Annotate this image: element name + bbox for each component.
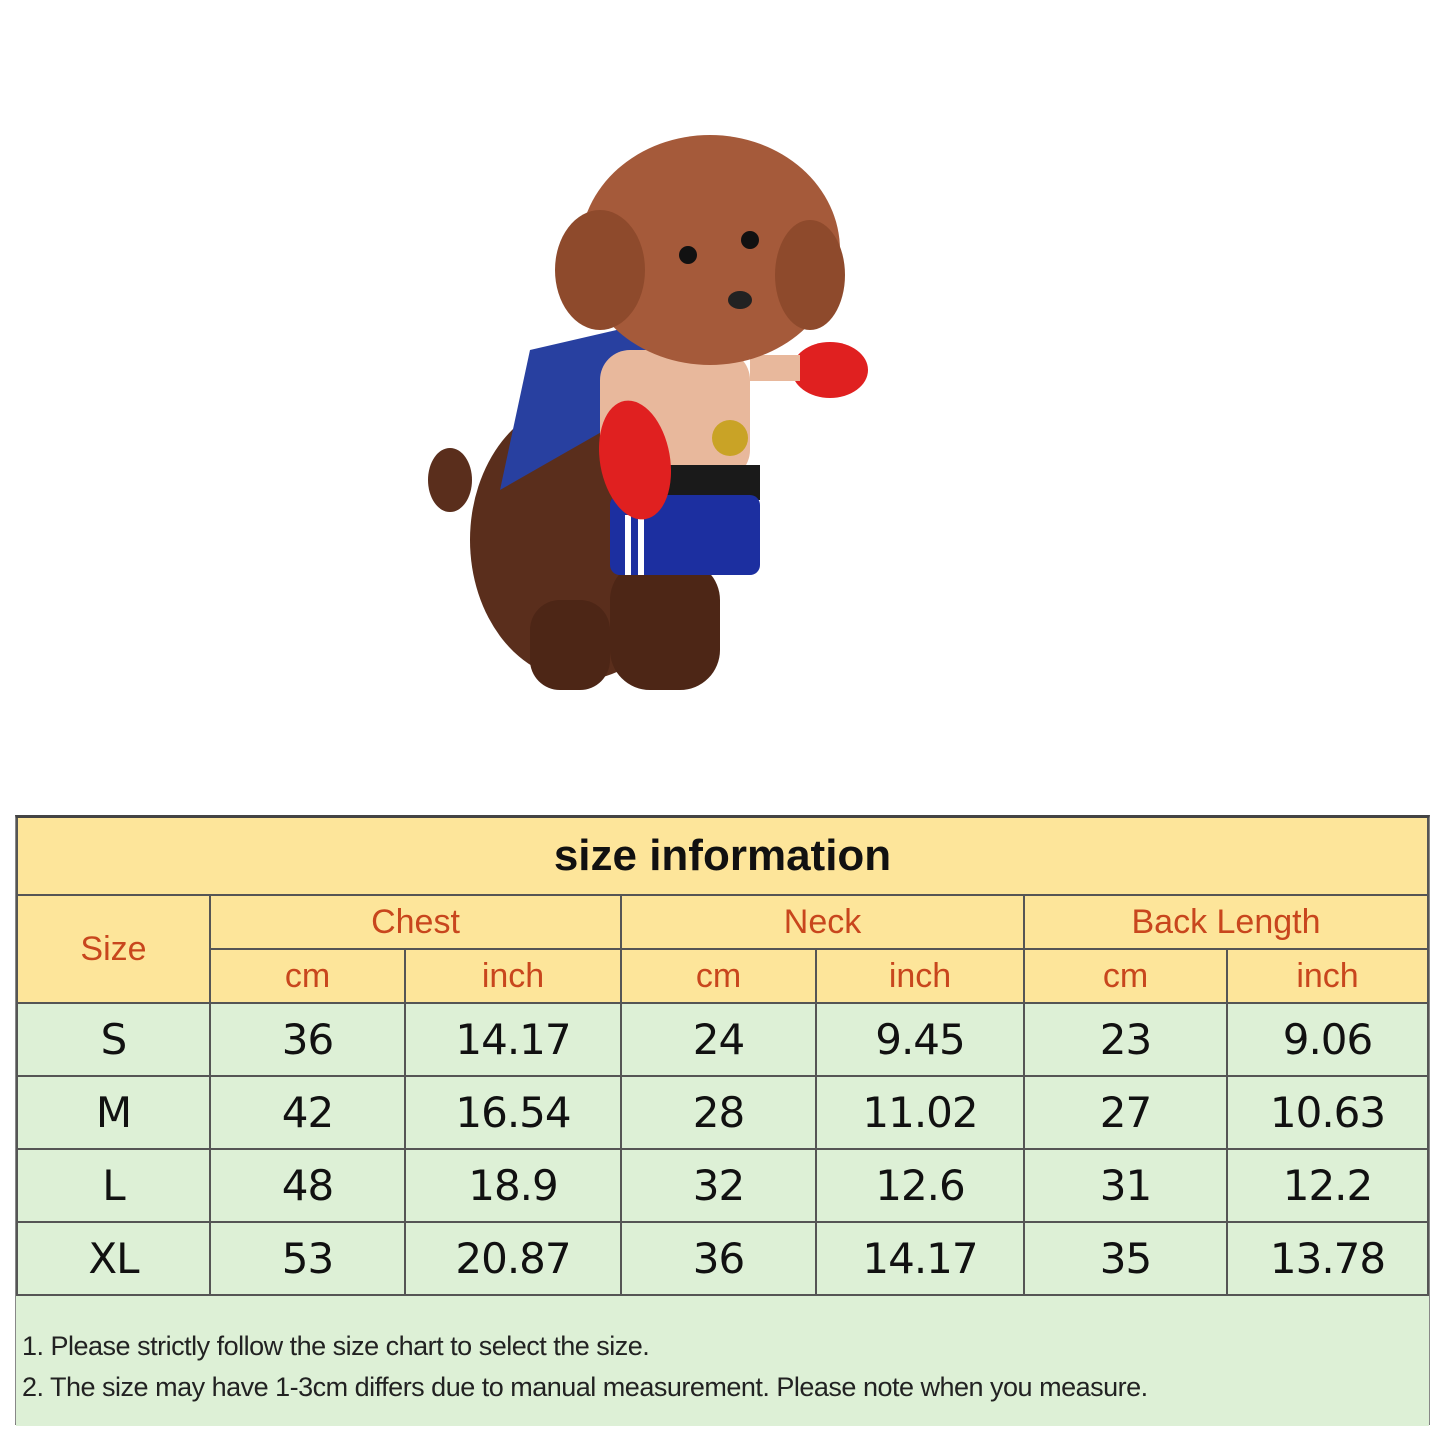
value-cell: 12.2 bbox=[1226, 1148, 1429, 1223]
note-1: 1. Please strictly follow the size chart… bbox=[22, 1331, 650, 1361]
size-cell: L bbox=[16, 1148, 211, 1223]
value-cell: 9.45 bbox=[815, 1002, 1025, 1077]
dog-costume-photo bbox=[428, 135, 868, 690]
value-cell: 24 bbox=[620, 1002, 817, 1077]
value-cell: 53 bbox=[209, 1221, 406, 1296]
value-cell: 9.06 bbox=[1226, 1002, 1429, 1077]
value-cell: 32 bbox=[620, 1148, 817, 1223]
value-cell: 12.6 bbox=[815, 1148, 1025, 1223]
chest-header: Chest bbox=[209, 894, 622, 950]
value-cell: 28 bbox=[620, 1075, 817, 1150]
size-table: size information Size Chest Neck Back Le… bbox=[16, 818, 1429, 1296]
value-cell: 42 bbox=[209, 1075, 406, 1150]
value-cell: 36 bbox=[620, 1221, 817, 1296]
value-cell: 36 bbox=[209, 1002, 406, 1077]
unit-header: cm bbox=[1023, 948, 1228, 1004]
table-row: S 36 14.17 24 9.45 23 9.06 bbox=[16, 1002, 1429, 1077]
value-cell: 27 bbox=[1023, 1075, 1228, 1150]
size-header: Size bbox=[16, 894, 211, 1004]
value-cell: 48 bbox=[209, 1148, 406, 1223]
notes: 1. Please strictly follow the size chart… bbox=[16, 1296, 1429, 1426]
chart-title: size information bbox=[16, 818, 1429, 896]
unit-header: inch bbox=[404, 948, 622, 1004]
value-cell: 18.9 bbox=[404, 1148, 622, 1223]
value-cell: 20.87 bbox=[404, 1221, 622, 1296]
table-row: XL 53 20.87 36 14.17 35 13.78 bbox=[16, 1221, 1429, 1296]
value-cell: 11.02 bbox=[815, 1075, 1025, 1150]
size-cell: S bbox=[16, 1002, 211, 1077]
table-row: L 48 18.9 32 12.6 31 12.2 bbox=[16, 1148, 1429, 1223]
unit-header: cm bbox=[209, 948, 406, 1004]
back-length-header: Back Length bbox=[1023, 894, 1429, 950]
size-chart: size information Size Chest Neck Back Le… bbox=[15, 815, 1430, 1426]
neck-header: Neck bbox=[620, 894, 1025, 950]
value-cell: 31 bbox=[1023, 1148, 1228, 1223]
value-cell: 23 bbox=[1023, 1002, 1228, 1077]
value-cell: 13.78 bbox=[1226, 1221, 1429, 1296]
note-2: 2. The size may have 1-3cm differs due t… bbox=[22, 1372, 1148, 1402]
value-cell: 10.63 bbox=[1226, 1075, 1429, 1150]
table-row: M 42 16.54 28 11.02 27 10.63 bbox=[16, 1075, 1429, 1150]
value-cell: 35 bbox=[1023, 1221, 1228, 1296]
value-cell: 14.17 bbox=[404, 1002, 622, 1077]
size-cell: M bbox=[16, 1075, 211, 1150]
value-cell: 14.17 bbox=[815, 1221, 1025, 1296]
value-cell: 16.54 bbox=[404, 1075, 622, 1150]
unit-header: inch bbox=[815, 948, 1025, 1004]
unit-header: cm bbox=[620, 948, 817, 1004]
size-cell: XL bbox=[16, 1221, 211, 1296]
unit-header: inch bbox=[1226, 948, 1429, 1004]
